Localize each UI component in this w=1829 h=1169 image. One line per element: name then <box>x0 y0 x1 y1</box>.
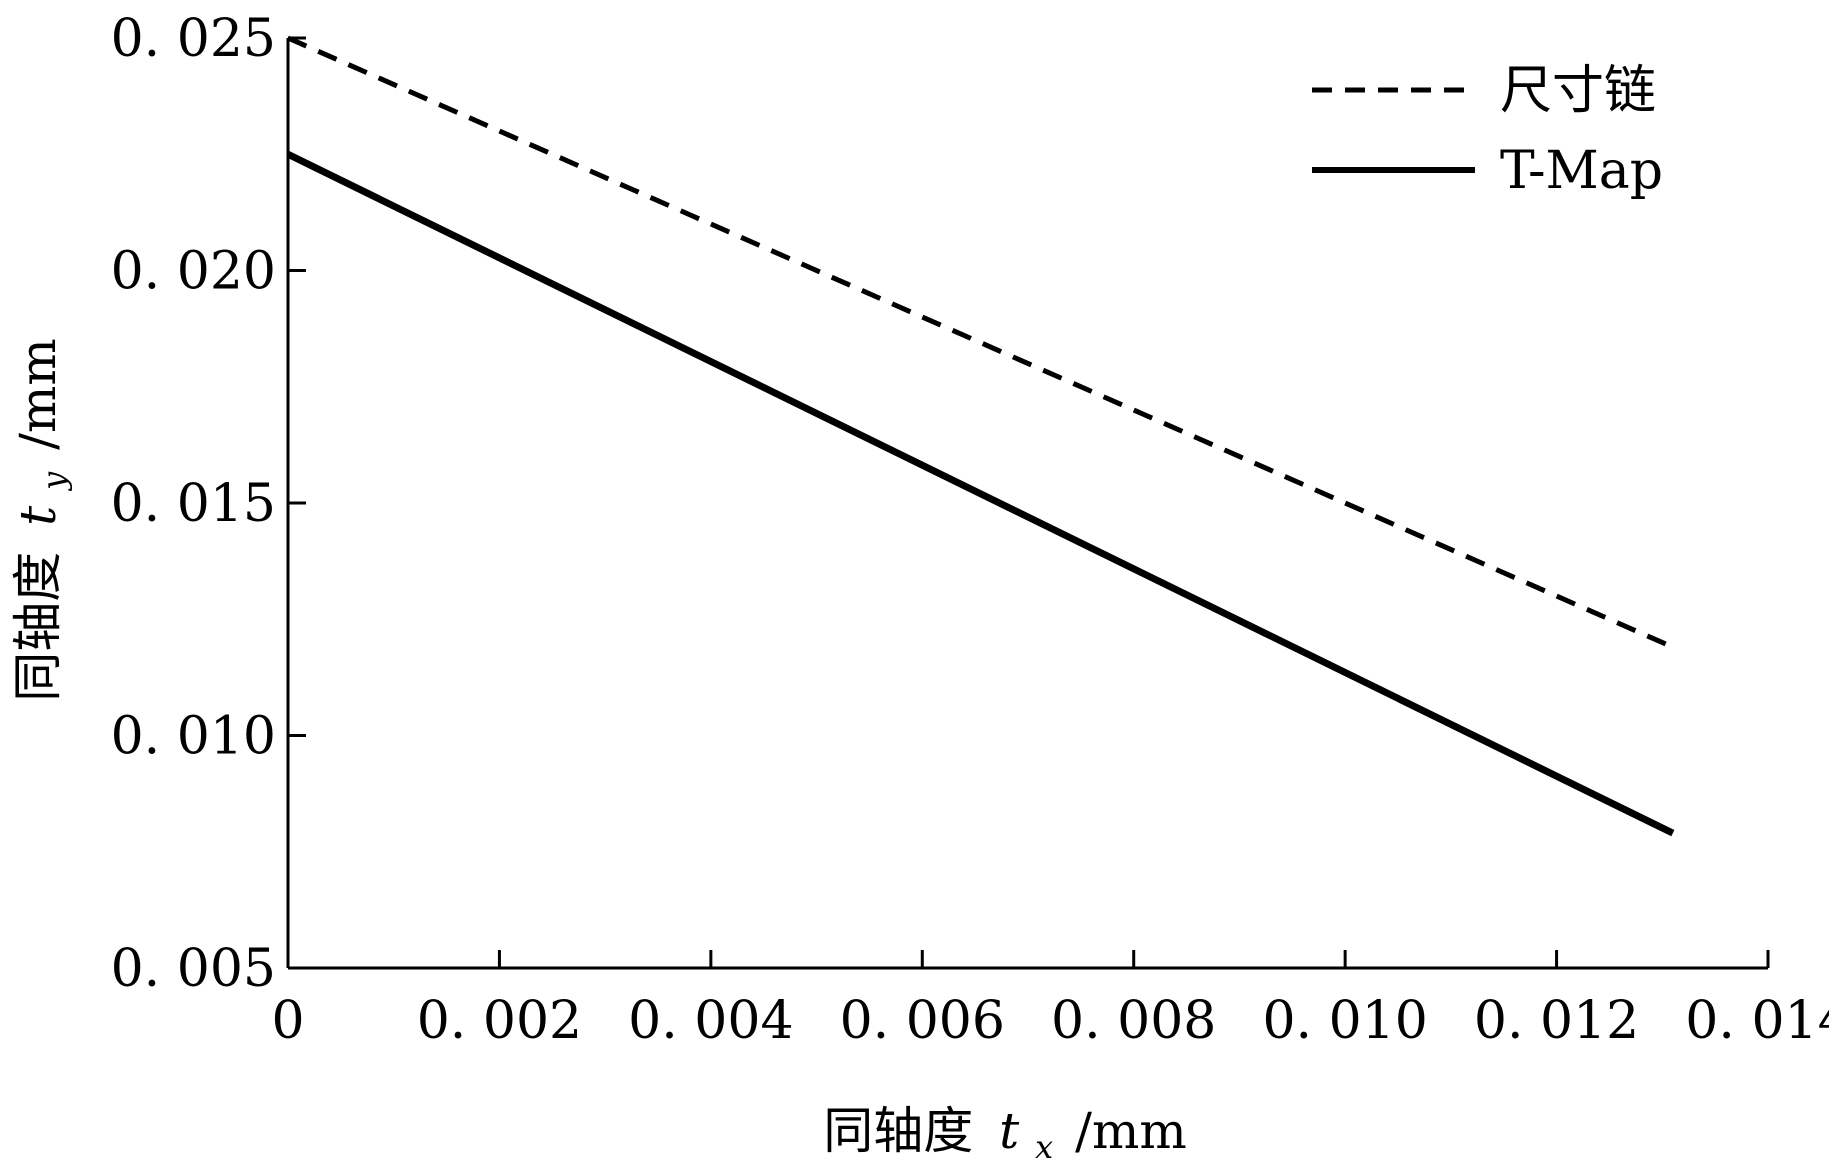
legend-label-2: T-Map <box>1500 141 1663 201</box>
legend-label-1: 尺寸链 <box>1500 61 1656 121</box>
x-tick-label: 0. 010 <box>1262 991 1427 1051</box>
x-tick-label: 0. 004 <box>628 991 793 1051</box>
x-tick-label: 0. 012 <box>1474 991 1639 1051</box>
legend: 尺寸链 T-Map <box>1312 61 1663 201</box>
y-tick-label: 0. 005 <box>111 939 276 999</box>
series-line-2 <box>286 151 1675 837</box>
x-axis-title-suffix: /mm <box>1075 1102 1187 1160</box>
x-tick-label: 0 <box>271 991 304 1051</box>
y-tick-label: 0. 015 <box>111 474 276 534</box>
y-tick-label: 0. 025 <box>111 9 276 69</box>
x-axis-title-sub: x <box>1035 1128 1053 1164</box>
x-tick-label: 0. 006 <box>840 991 1005 1051</box>
x-tick-label: 0. 014 <box>1685 991 1829 1051</box>
series-line-1 <box>286 35 1674 650</box>
y-axis-title: 同轴度 t y /mm <box>9 338 77 702</box>
y-tick-label: 0. 010 <box>111 707 276 767</box>
y-tick-label: 0. 020 <box>111 242 276 302</box>
series-lines <box>286 35 1675 837</box>
y-axis-title-var: t <box>9 505 67 526</box>
y-axis-title-prefix: 同轴度 <box>9 552 67 702</box>
x-tick-label: 0. 008 <box>1051 991 1216 1051</box>
y-axis-title-sub: y <box>35 471 73 492</box>
x-axis-title-var: t <box>999 1102 1020 1160</box>
axes: 0 0. 002 0. 004 0. 006 0. 008 0. 010 0. 012 0. … <box>111 9 1829 1051</box>
x-axis-title: 同轴度 t x /mm <box>823 1102 1187 1164</box>
y-axis-title-suffix: /mm <box>9 338 67 450</box>
x-tick-label: 0. 002 <box>417 991 582 1051</box>
x-axis-title-prefix: 同轴度 <box>823 1102 973 1160</box>
